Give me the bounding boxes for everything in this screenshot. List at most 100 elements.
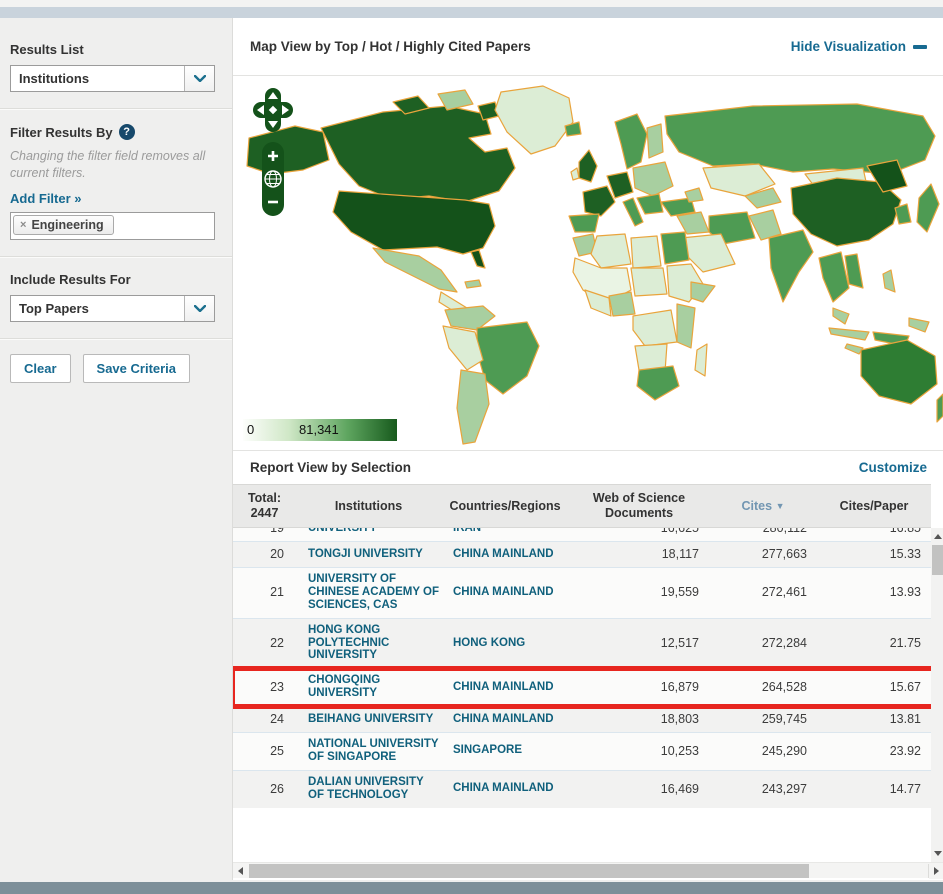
table-row[interactable]: 22 HONG KONG POLYTECHNIC UNIVERSITY HONG… <box>233 617 931 669</box>
map-area: 0 81,341 <box>233 76 943 450</box>
docs-cell: 18,803 <box>660 712 699 726</box>
clear-button[interactable]: Clear <box>10 353 71 383</box>
world-map[interactable] <box>233 76 943 450</box>
include-results-section: Include Results For Top Papers <box>10 272 220 336</box>
country-cell[interactable]: CHINA MAINLAND <box>453 680 554 693</box>
pan-down-icon <box>268 121 278 128</box>
divider <box>0 337 232 340</box>
results-list-select[interactable]: Institutions <box>10 65 215 92</box>
cites-cell: 277,663 <box>761 547 807 561</box>
vertical-scrollbar[interactable] <box>931 528 943 862</box>
rank-cell: 25 <box>270 743 284 758</box>
results-list-section: Results List Institutions <box>10 42 220 106</box>
cites-per-paper-cell: 14.77 <box>889 781 921 796</box>
table-row[interactable]: 19 UNIVERSITY IRAN 16,625 280,112 16.85 <box>233 528 931 541</box>
docs-cell: 16,625 <box>660 528 699 535</box>
institution-link[interactable]: BEIHANG UNIVERSITY <box>308 712 434 725</box>
filter-tag-label: Engineering <box>31 217 104 232</box>
table-row[interactable]: 20 TONGJI UNIVERSITY CHINA MAINLAND 18,1… <box>233 541 931 567</box>
institution-link[interactable]: HONG KONG POLYTECHNIC UNIVERSITY <box>308 623 390 662</box>
chevron-down-icon[interactable] <box>184 295 214 321</box>
column-countries[interactable]: Countries/Regions <box>449 498 561 513</box>
column-wos-documents[interactable]: Web of Science Documents <box>592 491 686 520</box>
zoom-in-icon <box>268 151 278 161</box>
column-cites-per-paper[interactable]: Cites/Paper <box>839 498 909 513</box>
minus-icon <box>913 44 927 49</box>
table-row[interactable]: 25 NATIONAL UNIVERSITY OF SINGAPORE SING… <box>233 732 931 770</box>
cites-per-paper-cell: 13.93 <box>889 585 921 600</box>
institution-link[interactable]: CHONGQING UNIVERSITY <box>308 674 381 700</box>
docs-cell: 16,879 <box>660 680 699 695</box>
scroll-right-icon[interactable] <box>929 863 943 879</box>
horizontal-scrollbar[interactable] <box>233 862 943 879</box>
column-cites-sort[interactable]: Cites ▼ <box>741 498 785 513</box>
divider <box>0 108 232 110</box>
cites-cell: 272,284 <box>761 635 807 650</box>
country-cell[interactable]: SINGAPORE <box>453 744 523 757</box>
divider <box>0 255 232 258</box>
cites-cell: 272,461 <box>761 585 807 600</box>
cites-cell: 280,112 <box>762 528 807 535</box>
institution-link[interactable]: TONGJI UNIVERSITY <box>308 547 423 560</box>
cites-per-paper-cell: 15.33 <box>889 547 921 561</box>
customize-link[interactable]: Customize <box>858 460 927 475</box>
cites-per-paper-cell: 16.85 <box>889 528 921 535</box>
table-row[interactable]: 21 UNIVERSITY OF CHINESE ACADEMY OF SCIE… <box>233 567 931 618</box>
help-icon[interactable]: ? <box>118 124 135 140</box>
filter-tag-engineering[interactable]: × Engineering <box>13 214 114 235</box>
cites-per-paper-cell: 13.81 <box>889 712 921 726</box>
table-header: Total: 2447 Institutions Countries/Regio… <box>233 484 931 528</box>
rank-cell: 24 <box>270 712 284 726</box>
map-zoom-controls[interactable] <box>253 88 297 220</box>
chevron-down-icon[interactable] <box>184 66 214 91</box>
cites-cell: 245,290 <box>761 743 807 758</box>
docs-cell: 12,517 <box>660 635 699 650</box>
country-cell[interactable]: CHINA MAINLAND <box>453 782 554 795</box>
report-view-header: Report View by Selection Customize <box>233 450 943 484</box>
filter-section: Filter Results By ? Changing the filter … <box>10 124 220 254</box>
country-cell[interactable]: HONG KONG <box>453 636 526 649</box>
scroll-up-icon[interactable] <box>931 530 943 543</box>
scroll-down-icon[interactable] <box>931 847 943 860</box>
country-cell[interactable]: CHINA MAINLAND <box>453 712 554 725</box>
institution-link[interactable]: UNIVERSITY <box>296 528 441 534</box>
country-cell[interactable]: CHINA MAINLAND <box>453 585 554 598</box>
include-results-selected-value: Top Papers <box>19 300 89 316</box>
table-row[interactable]: 24 BEIHANG UNIVERSITY CHINA MAINLAND 18,… <box>233 706 931 732</box>
hide-visualization-link[interactable]: Hide Visualization <box>791 39 927 54</box>
institution-link[interactable]: DALIAN UNIVERSITY OF TECHNOLOGY <box>308 775 424 801</box>
top-strip <box>0 0 943 7</box>
docs-cell: 16,469 <box>660 781 699 796</box>
cites-cell: 243,297 <box>761 781 807 796</box>
scroll-left-icon[interactable] <box>233 863 248 879</box>
pan-up-icon <box>268 92 278 99</box>
table-body-rows: 19 UNIVERSITY IRAN 16,625 280,112 16.85 … <box>233 528 931 862</box>
country-cell[interactable]: CHINA MAINLAND <box>453 547 554 560</box>
add-filter-link[interactable]: Add Filter » <box>10 190 82 206</box>
filter-results-label: Filter Results By <box>10 124 113 140</box>
results-list-selected-value: Institutions <box>19 71 90 86</box>
include-results-select[interactable]: Top Papers <box>10 294 215 322</box>
table-row[interactable]: 26 DALIAN UNIVERSITY OF TECHNOLOGY CHINA… <box>233 769 931 808</box>
rank-cell: 23 <box>270 680 284 695</box>
sidebar-actions: Clear Save Criteria <box>10 353 220 383</box>
cites-cell: 264,528 <box>761 680 807 695</box>
filter-tag-box: × Engineering <box>10 211 215 240</box>
results-list-label: Results List <box>10 42 84 57</box>
main-panel: Map View by Top / Hot / Highly Cited Pap… <box>232 18 943 880</box>
horizontal-scrollbar-thumb[interactable] <box>249 864 809 878</box>
legend-max-value: 81,341 <box>299 422 339 437</box>
save-criteria-button[interactable]: Save Criteria <box>82 353 191 383</box>
top-band <box>0 7 943 18</box>
globe-icon <box>264 170 282 188</box>
docs-cell: 10,253 <box>660 743 699 758</box>
docs-cell: 19,559 <box>660 585 699 600</box>
vertical-scrollbar-thumb[interactable] <box>932 545 943 575</box>
column-institutions[interactable]: Institutions <box>334 498 403 513</box>
institution-link[interactable]: NATIONAL UNIVERSITY OF SINGAPORE <box>308 738 439 763</box>
table-row[interactable]: 23 CHONGQING UNIVERSITY CHINA MAINLAND 1… <box>233 666 931 709</box>
institution-link[interactable]: UNIVERSITY OF CHINESE ACADEMY OF SCIENCE… <box>308 573 439 611</box>
country-cell[interactable]: IRAN <box>441 528 569 534</box>
pan-left-icon <box>257 105 264 115</box>
remove-tag-icon[interactable]: × <box>20 218 27 231</box>
